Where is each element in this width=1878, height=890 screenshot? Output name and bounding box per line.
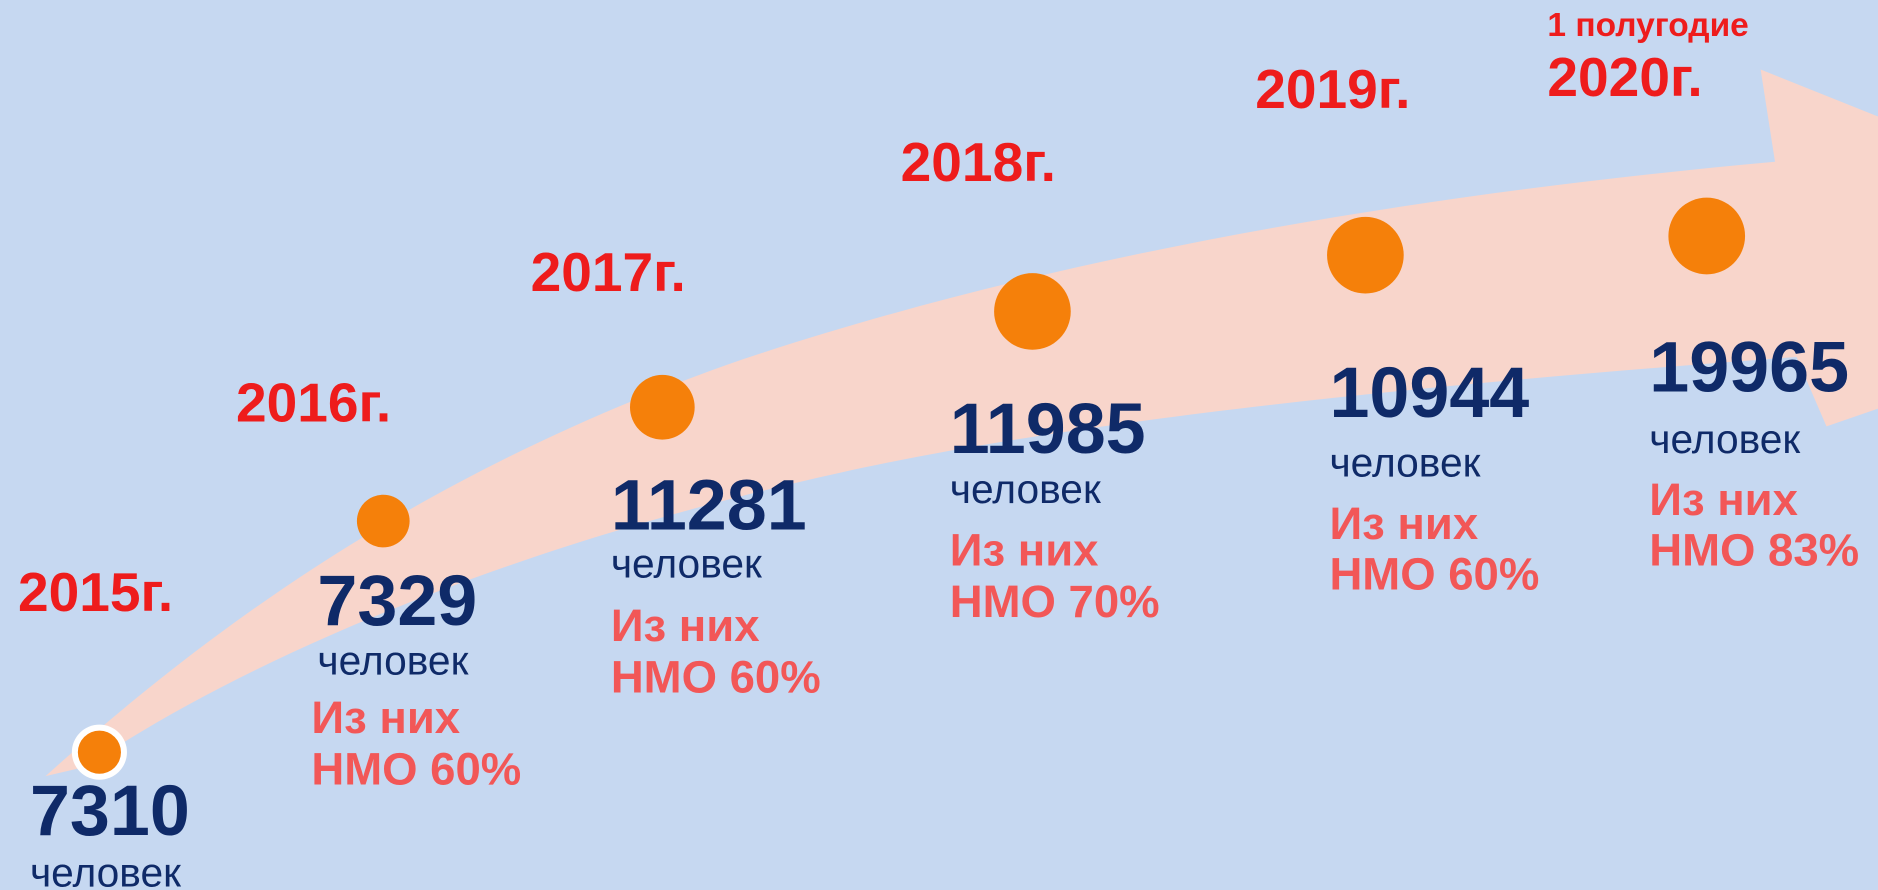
year: 2016г. — [236, 372, 391, 434]
year: 2017г. — [531, 241, 686, 303]
note: Из них — [1649, 474, 1798, 525]
count: 7310 — [30, 771, 190, 851]
count: 7329 — [317, 561, 477, 641]
note: Из них — [311, 692, 460, 743]
count: 11281 — [611, 465, 807, 545]
note: НМО 60% — [611, 651, 821, 702]
marker — [629, 374, 695, 440]
marker — [1327, 216, 1404, 294]
unit: человек — [30, 849, 182, 890]
marker — [994, 273, 1071, 350]
period: 1 полугодие — [1547, 7, 1748, 44]
count: 11985 — [950, 389, 1146, 469]
year: 2019г. — [1255, 58, 1410, 120]
note: Из них — [950, 524, 1099, 575]
unit: человек — [1329, 440, 1481, 486]
note: НМО 60% — [311, 744, 521, 795]
unit: человек — [1649, 416, 1801, 462]
note: НМО 60% — [1329, 548, 1539, 599]
year: 2020г. — [1547, 46, 1702, 108]
unit: человек — [317, 637, 469, 683]
count: 19965 — [1649, 328, 1849, 408]
unit: человек — [950, 466, 1102, 512]
marker — [356, 494, 410, 548]
note: Из них — [611, 600, 760, 651]
marker — [1668, 197, 1746, 275]
unit: человек — [611, 540, 763, 586]
marker — [77, 730, 121, 774]
note: НМО 70% — [950, 576, 1160, 627]
year: 2015г. — [18, 561, 173, 623]
note: Из них — [1329, 498, 1478, 549]
year: 2018г. — [901, 131, 1056, 193]
note: НМО 83% — [1649, 524, 1859, 575]
growth-arrow — [45, 69, 1878, 777]
count: 10944 — [1329, 353, 1529, 433]
